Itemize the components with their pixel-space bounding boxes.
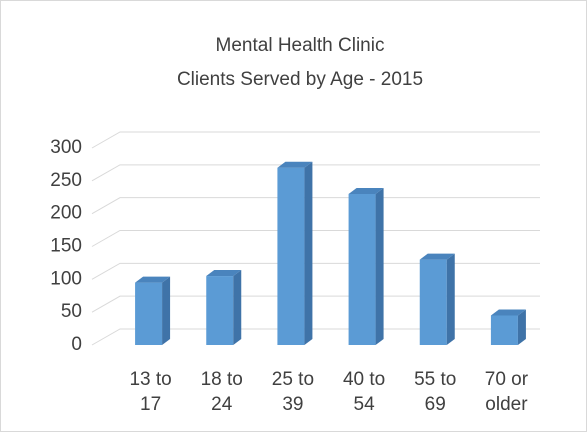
bar-top [277, 161, 313, 168]
grid-line [91, 295, 540, 313]
bar-top [419, 253, 455, 260]
bar-side [446, 253, 455, 345]
y-tick-label: 250 [50, 170, 82, 191]
bar-front [206, 276, 234, 345]
bar-front [135, 282, 163, 345]
bar-side [517, 309, 526, 345]
bar [135, 276, 171, 345]
y-tick-label: 300 [50, 137, 82, 158]
bar [206, 270, 242, 345]
bar-front [277, 167, 305, 345]
grid-line [91, 328, 540, 346]
bar-side [162, 276, 171, 345]
bar-top [348, 187, 384, 194]
y-tick-label: 150 [50, 236, 82, 257]
bar-front [419, 259, 447, 345]
bar [419, 253, 455, 345]
x-tick-label: 70 or older [484, 369, 529, 415]
bar-side [304, 161, 313, 345]
chart-title: Mental Health Clinic [216, 35, 385, 56]
y-tick-label: 0 [71, 334, 82, 355]
bar-front [348, 193, 376, 345]
chart-title: Clients Served by Age - 2015 [177, 69, 423, 90]
x-tick-label: 55 to 69 [414, 369, 457, 415]
x-tick-label: 40 to 54 [342, 369, 386, 415]
x-tick-label: 25 to 39 [271, 369, 315, 415]
grid-line [91, 131, 540, 149]
bar-top [206, 270, 242, 277]
x-tick-label: 13 to 17 [129, 369, 172, 415]
grid-line [91, 197, 540, 215]
y-tick-label: 100 [50, 268, 82, 289]
y-tick-label: 200 [50, 203, 82, 224]
y-tick-label: 50 [61, 301, 82, 322]
bar-top [135, 276, 171, 283]
bar-side [375, 187, 384, 345]
bar [348, 187, 384, 345]
grid-line [91, 164, 540, 182]
bar-top [490, 309, 526, 316]
bar [277, 161, 313, 345]
bar-front [490, 315, 518, 345]
bar-side [233, 270, 242, 345]
grid-line [91, 230, 540, 247]
bar [490, 309, 526, 345]
x-tick-label: 18 to 24 [200, 369, 243, 415]
grid-line [91, 262, 540, 280]
